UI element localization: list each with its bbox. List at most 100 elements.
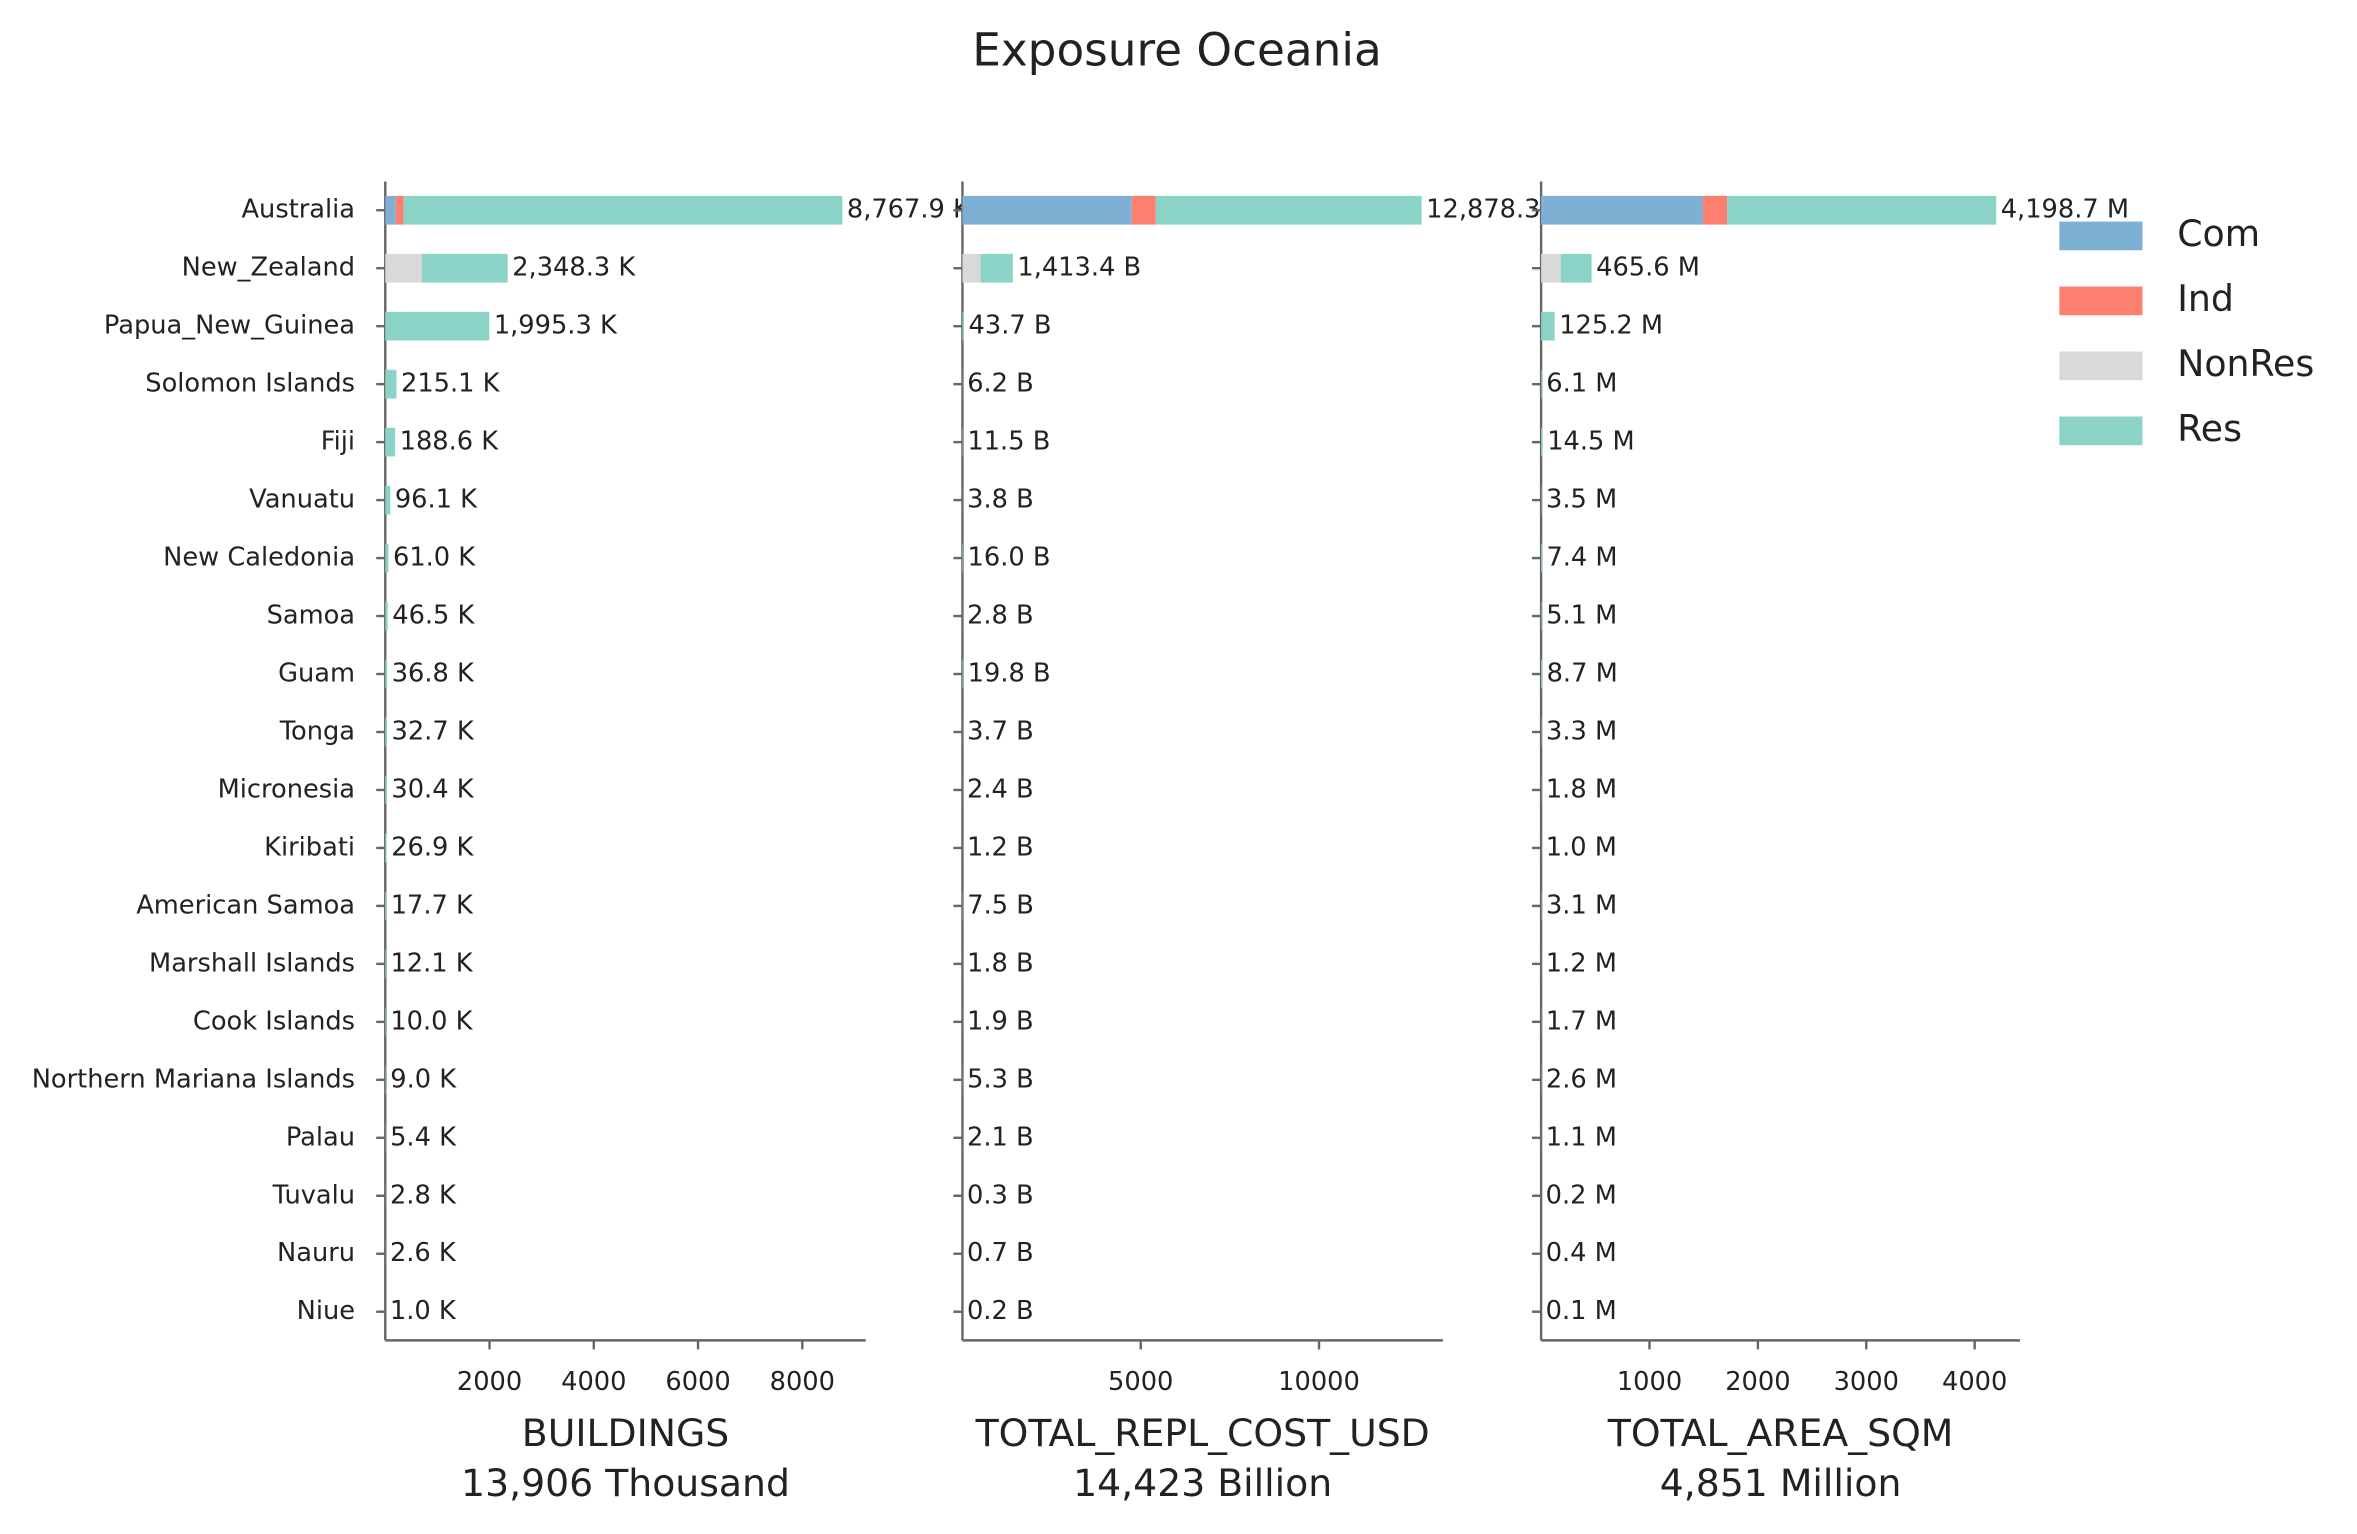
total-label: 9.0 K [390, 1064, 457, 1094]
total-label: 6.2 B [967, 369, 1034, 399]
y-tick-label: Tonga [279, 716, 355, 746]
bar-segment [385, 949, 386, 979]
y-tick-label: Northern Mariana Islands [32, 1064, 355, 1094]
total-label: 7.4 M [1546, 543, 1617, 573]
total-label: 0.7 B [967, 1238, 1034, 1268]
legend-label: NonRes [2177, 342, 2314, 385]
total-label: 215.1 K [401, 369, 501, 399]
x-axis-label: TOTAL_REPL_COST_USD [975, 1411, 1430, 1455]
total-label: 16.0 B [968, 543, 1051, 573]
total-label: 14.5 M [1547, 427, 1634, 457]
bar-segment [962, 659, 964, 689]
y-tick-label: Fiji [321, 427, 355, 457]
x-axis-label: BUILDINGS [522, 1411, 729, 1455]
bar-segment [1560, 253, 1592, 283]
legend-swatch [2059, 416, 2143, 446]
x-tick-label: 5000 [1108, 1367, 1173, 1397]
bar-segment [1541, 369, 1542, 399]
legend-swatch [2059, 351, 2143, 381]
bar-segment [1541, 601, 1542, 631]
bar-segment [385, 775, 387, 805]
total-label: 11.5 B [967, 427, 1050, 457]
bar-segment [385, 253, 422, 283]
y-tick-label: Vanuatu [249, 485, 355, 515]
x-axis-total: 4,851 Million [1660, 1461, 1902, 1505]
total-label: 46.5 K [392, 601, 475, 631]
y-tick-label: New Caledonia [163, 543, 355, 573]
total-label: 5.1 M [1546, 601, 1617, 631]
total-label: 2.6 M [1546, 1064, 1617, 1094]
total-label: 3.7 B [967, 716, 1034, 746]
total-label: 10.0 K [390, 1006, 473, 1036]
bar-segment [385, 601, 388, 631]
total-label: 1.2 M [1546, 948, 1617, 978]
y-tick-label: Palau [286, 1122, 355, 1152]
bar-segment [385, 485, 391, 515]
y-tick-label: Niue [297, 1296, 355, 1326]
total-label: 4,198.7 M [2001, 195, 2129, 225]
y-tick-label: Guam [278, 659, 355, 689]
total-label: 26.9 K [391, 832, 474, 862]
bar-segment [1541, 195, 1703, 225]
x-tick-label: 8000 [770, 1367, 835, 1397]
bar-segment [385, 369, 397, 399]
bar-segment [962, 311, 964, 341]
bar-segment [1541, 659, 1543, 689]
total-label: 12.1 K [390, 948, 473, 978]
bar-segment [962, 253, 981, 283]
total-label: 1.2 B [967, 832, 1034, 862]
bar-segment [385, 717, 387, 747]
y-tick-label: Marshall Islands [149, 948, 355, 978]
total-label: 1.8 M [1546, 774, 1617, 804]
y-tick-label: Micronesia [218, 774, 355, 804]
bar-segment [962, 195, 1132, 225]
total-label: 1,413.4 B [1017, 253, 1141, 283]
total-label: 2.8 B [967, 601, 1034, 631]
y-tick-label: Kiribati [264, 832, 355, 862]
legend-label: Ind [2177, 277, 2234, 320]
y-tick-label: New_Zealand [182, 253, 355, 283]
x-tick-label: 2000 [1725, 1367, 1790, 1397]
bar-segment [1541, 543, 1542, 573]
bar-segment [1702, 195, 1728, 225]
bar-segment [1541, 427, 1543, 457]
x-tick-label: 4000 [561, 1367, 626, 1397]
total-label: 3.8 B [967, 485, 1034, 515]
x-tick-label: 10000 [1278, 1367, 1360, 1397]
bar-segment [1541, 311, 1555, 341]
total-label: 188.6 K [400, 427, 500, 457]
bar-segment [385, 543, 389, 573]
bar-segment [403, 195, 843, 225]
total-label: 32.7 K [392, 716, 475, 746]
bar-segment [385, 195, 396, 225]
legend-label: Res [2177, 407, 2242, 450]
total-label: 465.6 M [1596, 253, 1700, 283]
bar-segment [962, 543, 964, 573]
total-label: 30.4 K [391, 774, 474, 804]
total-label: 0.2 M [1546, 1180, 1617, 1210]
total-label: 125.2 M [1559, 311, 1663, 341]
total-label: 0.3 B [967, 1180, 1034, 1210]
bar-segment [385, 311, 490, 341]
bar-segment [385, 427, 396, 457]
total-label: 1.9 B [967, 1006, 1034, 1036]
bar-segment [385, 891, 387, 921]
total-label: 0.2 B [967, 1296, 1034, 1326]
total-label: 0.4 M [1546, 1238, 1617, 1268]
total-label: 0.1 M [1546, 1296, 1617, 1326]
total-label: 1.0 M [1546, 832, 1617, 862]
total-label: 19.8 B [968, 659, 1051, 689]
bar-segment [1727, 195, 1997, 225]
legend-swatch [2059, 286, 2143, 316]
x-tick-label: 1000 [1617, 1367, 1682, 1397]
total-label: 1.0 K [390, 1296, 457, 1326]
bar-segment [980, 253, 1013, 283]
y-tick-label: Samoa [267, 601, 355, 631]
total-label: 2.4 B [967, 774, 1034, 804]
total-label: 2.6 K [390, 1238, 457, 1268]
total-label: 2.8 K [390, 1180, 457, 1210]
y-tick-label: Solomon Islands [145, 369, 355, 399]
total-label: 1.8 B [967, 948, 1034, 978]
